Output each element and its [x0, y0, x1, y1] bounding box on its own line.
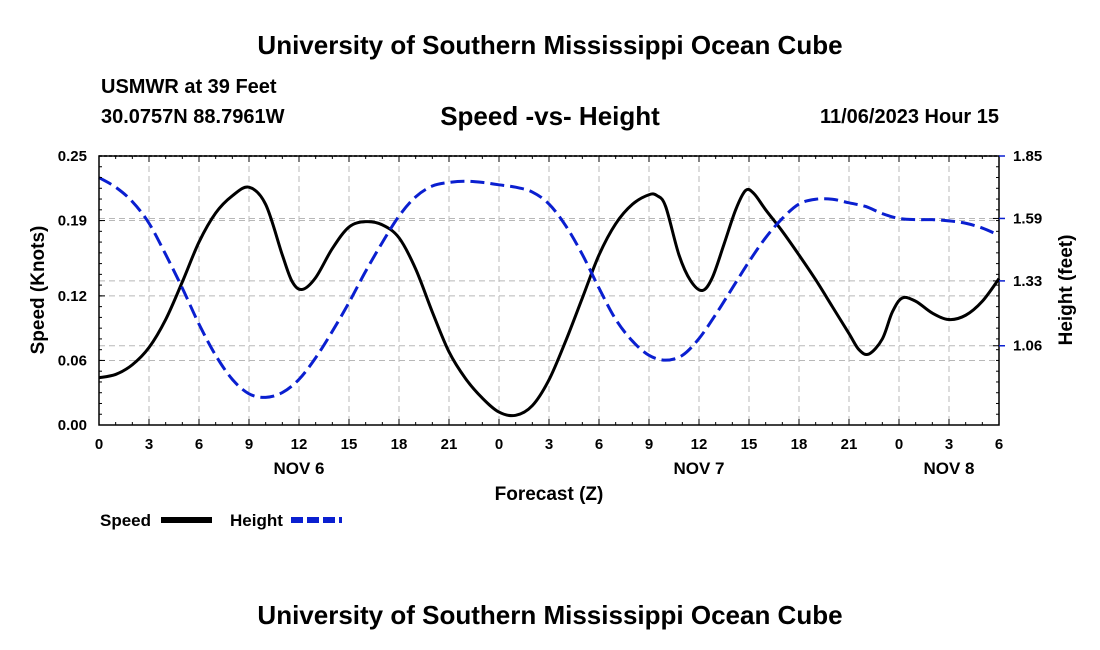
x-tick-label: 6 — [995, 436, 1003, 453]
x-tick-label: 15 — [741, 436, 758, 453]
y-right-tick-label: 1.06 — [1013, 338, 1042, 355]
x-tick-label: 3 — [945, 436, 953, 453]
forecast-date-label: 11/06/2023 Hour 15 — [819, 106, 999, 128]
x-tick-label: 15 — [341, 436, 358, 453]
legend-height-label: Height — [230, 511, 283, 530]
y-right-tick-label: 1.59 — [1013, 210, 1042, 227]
chart-subtitle: Speed -vs- Height — [440, 101, 660, 131]
x-tick-label: 9 — [245, 436, 253, 453]
y-right-tick-label: 1.85 — [1013, 148, 1042, 165]
x-tick-label: 3 — [545, 436, 553, 453]
y-left-tick-label: 0.25 — [58, 148, 87, 165]
x-tick-label: 0 — [95, 436, 103, 453]
figure-title: University of Southern Mississippi Ocean… — [257, 30, 843, 60]
day-label: NOV 6 — [273, 459, 324, 478]
x-tick-label: 3 — [145, 436, 153, 453]
x-tick-label: 0 — [895, 436, 903, 453]
x-tick-label: 21 — [841, 436, 858, 453]
x-tick-label: 12 — [291, 436, 308, 453]
series-line-speed — [98, 185, 1001, 418]
x-tick-label: 0 — [495, 436, 503, 453]
x-tick-label: 18 — [391, 436, 408, 453]
y-left-tick-label: 0.12 — [58, 288, 87, 305]
y-left-tick-label: 0.19 — [58, 213, 87, 230]
axis-ticks: 0 3 6 9 12 15 18 21 0 3 6 9 12 15 18 21 0 3 6 NOV 6 NOV 7 NOV… — [58, 148, 1042, 478]
footer-title: University of Southern Mississippi Ocean… — [257, 600, 843, 630]
series-lines — [98, 176, 1001, 418]
legend-speed-label: Speed — [100, 511, 151, 530]
legend: Speed Height — [100, 511, 342, 530]
x-axis-label: Forecast (Z) — [495, 484, 604, 505]
x-tick-label: 18 — [791, 436, 808, 453]
day-label: NOV 7 — [673, 459, 724, 478]
y-right-tick-label: 1.33 — [1013, 273, 1042, 290]
x-tick-label: 9 — [645, 436, 653, 453]
y-axis-right-label: Height (feet) — [1056, 235, 1077, 346]
coordinates-label: 30.0757N 88.7961W — [101, 106, 285, 128]
day-label: NOV 8 — [923, 459, 974, 478]
x-tick-label: 12 — [691, 436, 708, 453]
y-left-tick-label: 0.06 — [58, 352, 87, 369]
x-tick-label: 6 — [195, 436, 203, 453]
y-left-tick-label: 0.00 — [58, 417, 87, 434]
series-line-height — [98, 176, 1000, 399]
x-tick-label: 6 — [595, 436, 603, 453]
x-tick-label: 21 — [441, 436, 458, 453]
y-axis-left-label: Speed (Knots) — [28, 226, 49, 355]
station-label: USMWR at 39 Feet — [101, 76, 277, 98]
